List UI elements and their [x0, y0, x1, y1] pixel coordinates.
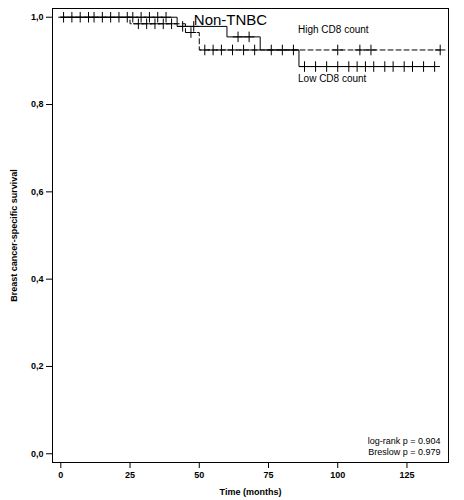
svg-text:High CD8 count: High CD8 count [298, 24, 369, 35]
svg-text:log-rank p = 0.904: log-rank p = 0.904 [368, 436, 441, 446]
svg-text:Low CD8 count: Low CD8 count [298, 73, 367, 84]
svg-text:0,6: 0,6 [31, 187, 44, 197]
svg-text:0,8: 0,8 [31, 99, 44, 109]
svg-text:50: 50 [194, 470, 204, 480]
svg-text:0,2: 0,2 [31, 361, 44, 371]
svg-text:125: 125 [399, 470, 414, 480]
svg-text:Breslow p = 0.979: Breslow p = 0.979 [368, 447, 440, 457]
svg-text:0,0: 0,0 [31, 449, 44, 459]
svg-text:0,4: 0,4 [31, 274, 44, 284]
svg-text:Time (months): Time (months) [220, 487, 282, 497]
svg-text:Non-TNBC: Non-TNBC [194, 11, 268, 28]
svg-text:0: 0 [58, 470, 63, 480]
svg-text:75: 75 [263, 470, 273, 480]
svg-text:25: 25 [125, 470, 135, 480]
svg-text:1,0: 1,0 [31, 12, 44, 22]
svg-text:Breast cancer-specific surviva: Breast cancer-specific survival [9, 169, 19, 302]
svg-text:100: 100 [330, 470, 345, 480]
